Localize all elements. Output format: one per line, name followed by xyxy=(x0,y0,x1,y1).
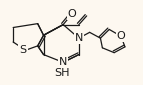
Text: N: N xyxy=(59,57,67,67)
Text: S: S xyxy=(19,45,26,55)
Text: O: O xyxy=(117,31,125,41)
Text: SH: SH xyxy=(54,68,70,78)
Text: N: N xyxy=(75,33,83,43)
Text: O: O xyxy=(68,9,76,19)
